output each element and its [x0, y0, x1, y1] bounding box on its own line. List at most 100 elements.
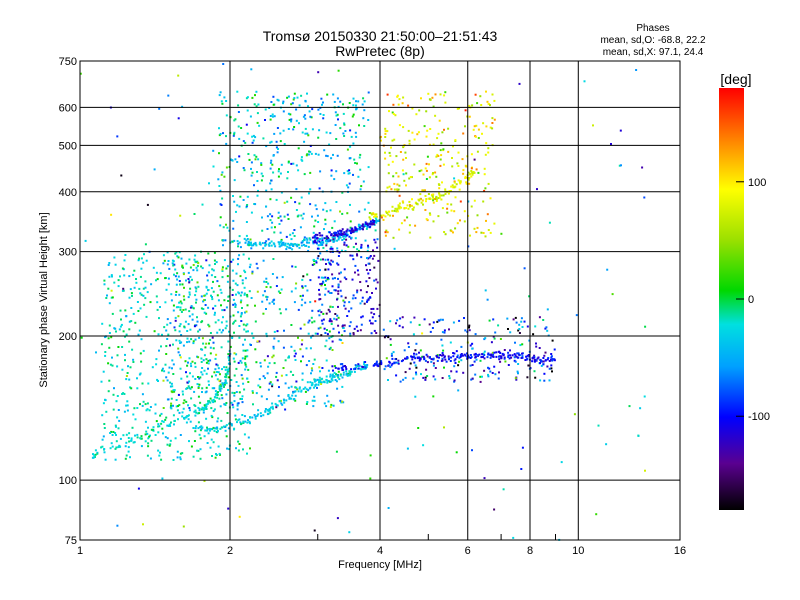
data-point [188, 291, 191, 294]
data-point [201, 367, 204, 369]
data-point [144, 280, 147, 283]
data-point [245, 206, 248, 209]
data-point [539, 358, 542, 361]
data-point [237, 111, 240, 113]
data-point [354, 297, 357, 300]
data-point [251, 96, 254, 99]
data-point [474, 356, 477, 359]
data-point [488, 319, 491, 322]
data-point [124, 309, 127, 312]
data-point [344, 307, 347, 310]
data-point [344, 296, 347, 299]
data-point [476, 354, 479, 357]
data-point [402, 144, 405, 147]
data-point [419, 349, 422, 352]
data-point [176, 450, 179, 453]
data-point [359, 329, 362, 332]
data-point [331, 236, 334, 239]
data-point [543, 372, 546, 375]
data-point [319, 258, 322, 261]
data-point [408, 142, 411, 145]
data-point [270, 101, 273, 103]
data-point [123, 393, 126, 395]
data-point [249, 416, 251, 419]
data-point [211, 416, 214, 419]
data-point [495, 351, 498, 354]
data-point [583, 80, 586, 83]
data-point [198, 328, 201, 331]
data-point [325, 237, 328, 240]
data-point [257, 409, 260, 412]
data-point [392, 236, 395, 239]
data-point [126, 409, 129, 412]
data-point [317, 244, 320, 247]
data-point [489, 370, 492, 373]
data-point [340, 230, 343, 232]
data-point [372, 307, 375, 310]
data-point [119, 325, 122, 328]
data-point [438, 196, 441, 199]
data-point [353, 158, 356, 161]
data-point [152, 426, 155, 429]
data-point [299, 295, 302, 298]
data-point [183, 286, 185, 289]
data-point [243, 237, 246, 240]
data-point [160, 412, 163, 415]
data-point [417, 427, 420, 429]
data-point [103, 427, 106, 429]
data-point [111, 296, 114, 299]
data-point [309, 203, 312, 206]
data-point [361, 224, 364, 227]
data-point [187, 404, 189, 407]
data-point [412, 377, 415, 380]
data-point [230, 260, 233, 263]
data-point [127, 437, 130, 439]
data-point [319, 234, 322, 237]
data-point [405, 207, 408, 209]
data-point [492, 353, 495, 356]
data-point [393, 209, 396, 212]
data-point [324, 279, 327, 282]
data-point [156, 308, 159, 311]
data-point [310, 367, 313, 370]
data-point [422, 203, 424, 206]
data-point [206, 428, 209, 430]
data-point [403, 179, 406, 182]
data-point [345, 278, 348, 281]
data-point [597, 424, 600, 427]
data-point [340, 232, 343, 235]
data-point [287, 242, 290, 245]
data-point [429, 128, 432, 130]
data-point [226, 412, 229, 414]
data-point [383, 368, 386, 371]
data-point [198, 433, 201, 436]
data-point [189, 372, 191, 375]
data-point [501, 352, 504, 355]
data-point [171, 367, 173, 370]
data-point [148, 409, 151, 412]
data-point [432, 395, 435, 398]
data-point [270, 244, 273, 247]
data-point [296, 245, 299, 248]
data-point [284, 244, 287, 247]
data-point [292, 243, 295, 246]
data-point [157, 425, 160, 428]
data-point [333, 317, 336, 320]
data-point [330, 292, 333, 294]
data-point [252, 139, 255, 142]
data-point [452, 231, 454, 234]
data-point [395, 210, 398, 213]
data-point [483, 173, 486, 176]
data-point [243, 415, 246, 418]
data-point [387, 163, 390, 166]
data-point [279, 399, 282, 402]
data-point [320, 383, 323, 385]
data-point [333, 375, 336, 378]
data-point [320, 276, 323, 279]
data-point [220, 100, 223, 103]
data-point [394, 114, 397, 117]
data-point [146, 432, 149, 435]
data-point [455, 350, 458, 353]
data-point [345, 373, 348, 376]
